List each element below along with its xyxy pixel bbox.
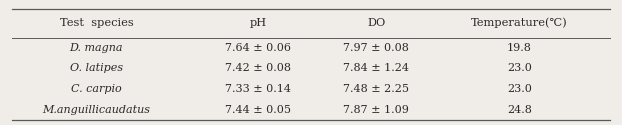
Text: 7.44 ± 0.05: 7.44 ± 0.05 (225, 105, 291, 115)
Text: M.anguillicaudatus: M.anguillicaudatus (42, 105, 151, 115)
Text: 23.0: 23.0 (507, 64, 532, 73)
Text: Temperature(℃): Temperature(℃) (471, 18, 568, 28)
Text: 24.8: 24.8 (507, 105, 532, 115)
Text: Test  species: Test species (60, 18, 133, 28)
Text: 7.48 ± 2.25: 7.48 ± 2.25 (343, 84, 409, 94)
Text: 19.8: 19.8 (507, 43, 532, 53)
Text: DO: DO (367, 18, 386, 28)
Text: pH: pH (249, 18, 267, 28)
Text: 7.97 ± 0.08: 7.97 ± 0.08 (343, 43, 409, 53)
Text: 7.87 ± 1.09: 7.87 ± 1.09 (343, 105, 409, 115)
Text: O. latipes: O. latipes (70, 64, 123, 73)
Text: 23.0: 23.0 (507, 84, 532, 94)
Text: 7.42 ± 0.08: 7.42 ± 0.08 (225, 64, 291, 73)
Text: 7.64 ± 0.06: 7.64 ± 0.06 (225, 43, 291, 53)
Text: C. carpio: C. carpio (71, 84, 122, 94)
Text: 7.84 ± 1.24: 7.84 ± 1.24 (343, 64, 409, 73)
Text: 7.33 ± 0.14: 7.33 ± 0.14 (225, 84, 291, 94)
Text: D. magna: D. magna (70, 43, 123, 53)
